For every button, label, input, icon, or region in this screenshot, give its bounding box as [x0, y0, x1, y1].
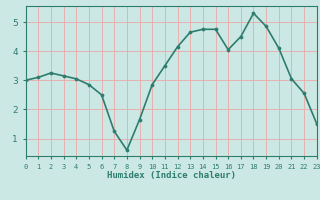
X-axis label: Humidex (Indice chaleur): Humidex (Indice chaleur): [107, 171, 236, 180]
